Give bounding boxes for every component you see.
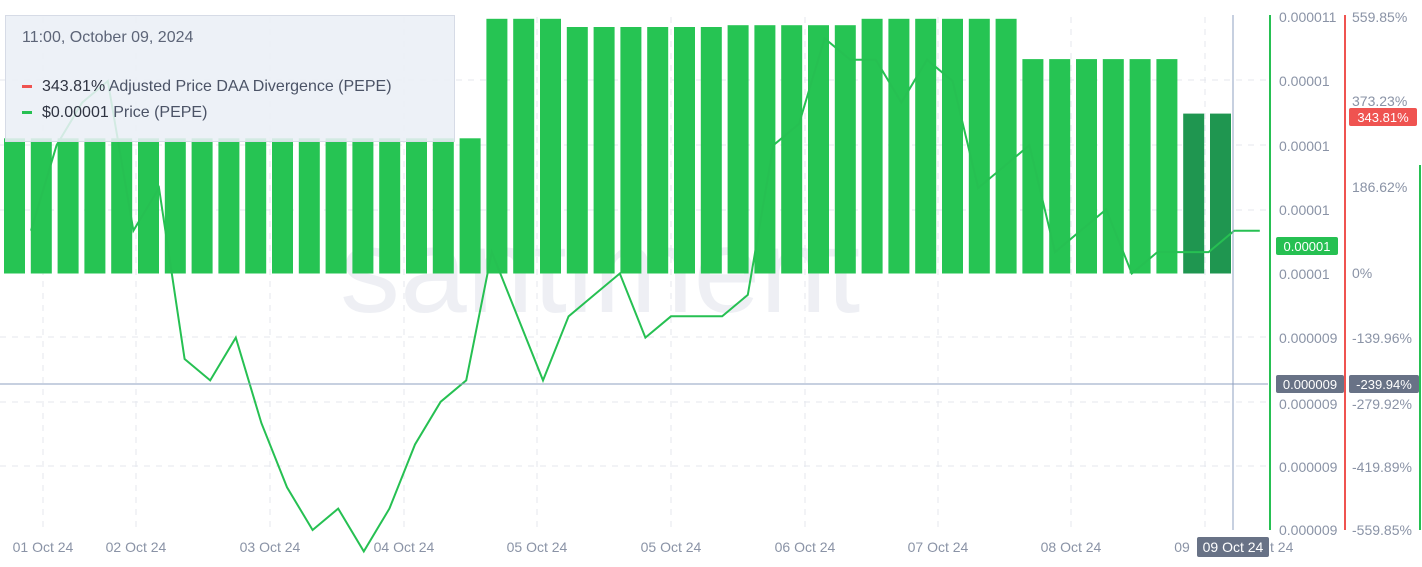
divergence-bar — [1210, 113, 1231, 274]
divergence-bar — [968, 18, 990, 274]
divergence-bar — [1129, 59, 1151, 274]
divergence-tick-label: 0% — [1352, 265, 1372, 281]
divergence-bar — [861, 18, 883, 274]
x-tick-label: 07 Oct 24 — [908, 539, 969, 555]
x-tick-label: t 24 — [1270, 539, 1294, 555]
divergence-bar — [700, 27, 722, 274]
divergence-bar — [218, 138, 240, 274]
tooltip-row-price: $0.00001 Price (PEPE) — [22, 104, 207, 122]
divergence-bar — [674, 27, 695, 274]
x-tick-label: 05 Oct 24 — [641, 539, 702, 555]
divergence-bar — [915, 18, 937, 274]
price-legend-marker — [22, 111, 32, 115]
divergence-bar — [781, 25, 803, 274]
price-line — [30, 36, 1260, 554]
divergence-bar — [272, 138, 293, 274]
current-price-badge: 0.00001 — [1276, 237, 1338, 255]
divergence-bar — [406, 138, 427, 274]
divergence-bar — [298, 138, 320, 274]
divergence-bar — [513, 18, 535, 274]
tooltip-row-divergence: 343.81% Adjusted Price DAA Divergence (P… — [22, 78, 392, 96]
divergence-bar — [325, 138, 347, 274]
divergence-tick-label: -139.96% — [1352, 330, 1412, 346]
crosshair-price-badge: 0.000009 — [1276, 375, 1344, 393]
x-tick-label: 05 Oct 24 — [507, 539, 568, 555]
divergence-axis-ticks: 559.85% 373.23% 186.62% 0% -139.96% -279.92% -… — [1352, 9, 1412, 538]
price-tick-label: 0.00001 — [1279, 138, 1330, 154]
divergence-bar — [808, 25, 829, 274]
divergence-bar — [834, 25, 856, 274]
tooltip-date: 11:00, October 09, 2024 — [22, 29, 194, 46]
price-tick-label: 0.00001 — [1279, 73, 1330, 89]
divergence-bar — [432, 138, 454, 274]
divergence-bar — [620, 27, 642, 274]
divergence-bar — [486, 18, 508, 274]
price-tick-label: 0.000009 — [1279, 396, 1338, 412]
tooltip-divergence-value: 343.81% — [42, 78, 106, 95]
current-divergence-badge: 343.81% — [1349, 108, 1417, 126]
divergence-bar — [84, 138, 106, 274]
divergence-bar — [57, 138, 79, 274]
current-divergence-label: 343.81% — [1357, 110, 1409, 125]
divergence-bars — [4, 18, 1231, 274]
divergence-bar — [379, 138, 401, 274]
divergence-legend-marker — [22, 85, 32, 89]
divergence-bar — [942, 18, 963, 274]
price-tick-label: 0.000009 — [1279, 330, 1338, 346]
current-price-label: 0.00001 — [1284, 239, 1331, 254]
divergence-bar — [459, 138, 481, 274]
divergence-bar — [566, 27, 588, 274]
price-tick-label: 0.000009 — [1279, 459, 1338, 475]
divergence-tick-label: -559.85% — [1352, 522, 1412, 538]
divergence-bar — [245, 138, 267, 274]
divergence-bar — [1183, 113, 1205, 274]
divergence-bar — [1102, 59, 1124, 274]
divergence-bar — [352, 138, 374, 274]
divergence-bar — [164, 138, 186, 274]
tooltip-divergence-label: Adjusted Price DAA Divergence (PEPE) — [108, 78, 392, 95]
divergence-bar — [888, 18, 910, 274]
x-tick-label: 06 Oct 24 — [775, 539, 836, 555]
tooltip: 11:00, October 09, 2024 343.81% Adjusted… — [5, 15, 455, 142]
divergence-tick-label: 373.23% — [1352, 93, 1407, 109]
divergence-tick-label: 559.85% — [1352, 9, 1407, 25]
price-tick-label: 0.000011 — [1279, 9, 1337, 25]
crosshair-divergence-badge: -239.94% — [1349, 375, 1419, 393]
crosshair-date-badge: 09 Oct 24 — [1197, 537, 1269, 557]
tooltip-price-value: $0.00001 — [42, 104, 109, 121]
divergence-bar — [754, 25, 776, 274]
crosshair-price-label: 0.000009 — [1283, 377, 1337, 392]
x-axis-ticks: 01 Oct 24 02 Oct 24 03 Oct 24 04 Oct 24 05 O… — [13, 539, 1294, 555]
divergence-bar — [647, 27, 669, 274]
divergence-bar — [1049, 59, 1071, 274]
divergence-tick-label: 186.62% — [1352, 179, 1407, 195]
x-tick-label: 02 Oct 24 — [106, 539, 167, 555]
divergence-bar — [1076, 59, 1097, 274]
divergence-bar — [30, 138, 52, 274]
divergence-bar — [111, 138, 133, 274]
x-tick-label: 03 Oct 24 — [240, 539, 301, 555]
price-tick-label: 0.00001 — [1279, 202, 1330, 218]
divergence-bar — [995, 18, 1017, 274]
divergence-bar — [1022, 59, 1044, 274]
crosshair-divergence-label: -239.94% — [1356, 377, 1412, 392]
tooltip-price-label: Price (PEPE) — [113, 104, 208, 121]
x-tick-label: 08 Oct 24 — [1041, 539, 1102, 555]
price-tick-label: 0.00001 — [1279, 266, 1330, 282]
price-axis-ticks: 0.000011 0.00001 0.00001 0.00001 0.00001 0.00… — [1279, 9, 1338, 538]
divergence-tick-label: -419.89% — [1352, 459, 1412, 475]
divergence-bar — [540, 18, 561, 274]
divergence-bar — [4, 138, 25, 274]
crosshair-date-label: 09 Oct 24 — [1203, 539, 1264, 555]
divergence-bar — [1156, 59, 1178, 274]
x-tick-label: 09 — [1174, 539, 1190, 555]
x-tick-label: 04 Oct 24 — [374, 539, 435, 555]
divergence-bar — [593, 27, 615, 274]
divergence-tick-label: -279.92% — [1352, 396, 1412, 412]
x-tick-label: 01 Oct 24 — [13, 539, 74, 555]
divergence-bar — [191, 138, 213, 274]
divergence-bar — [727, 25, 749, 274]
price-tick-label: 0.000009 — [1279, 522, 1338, 538]
